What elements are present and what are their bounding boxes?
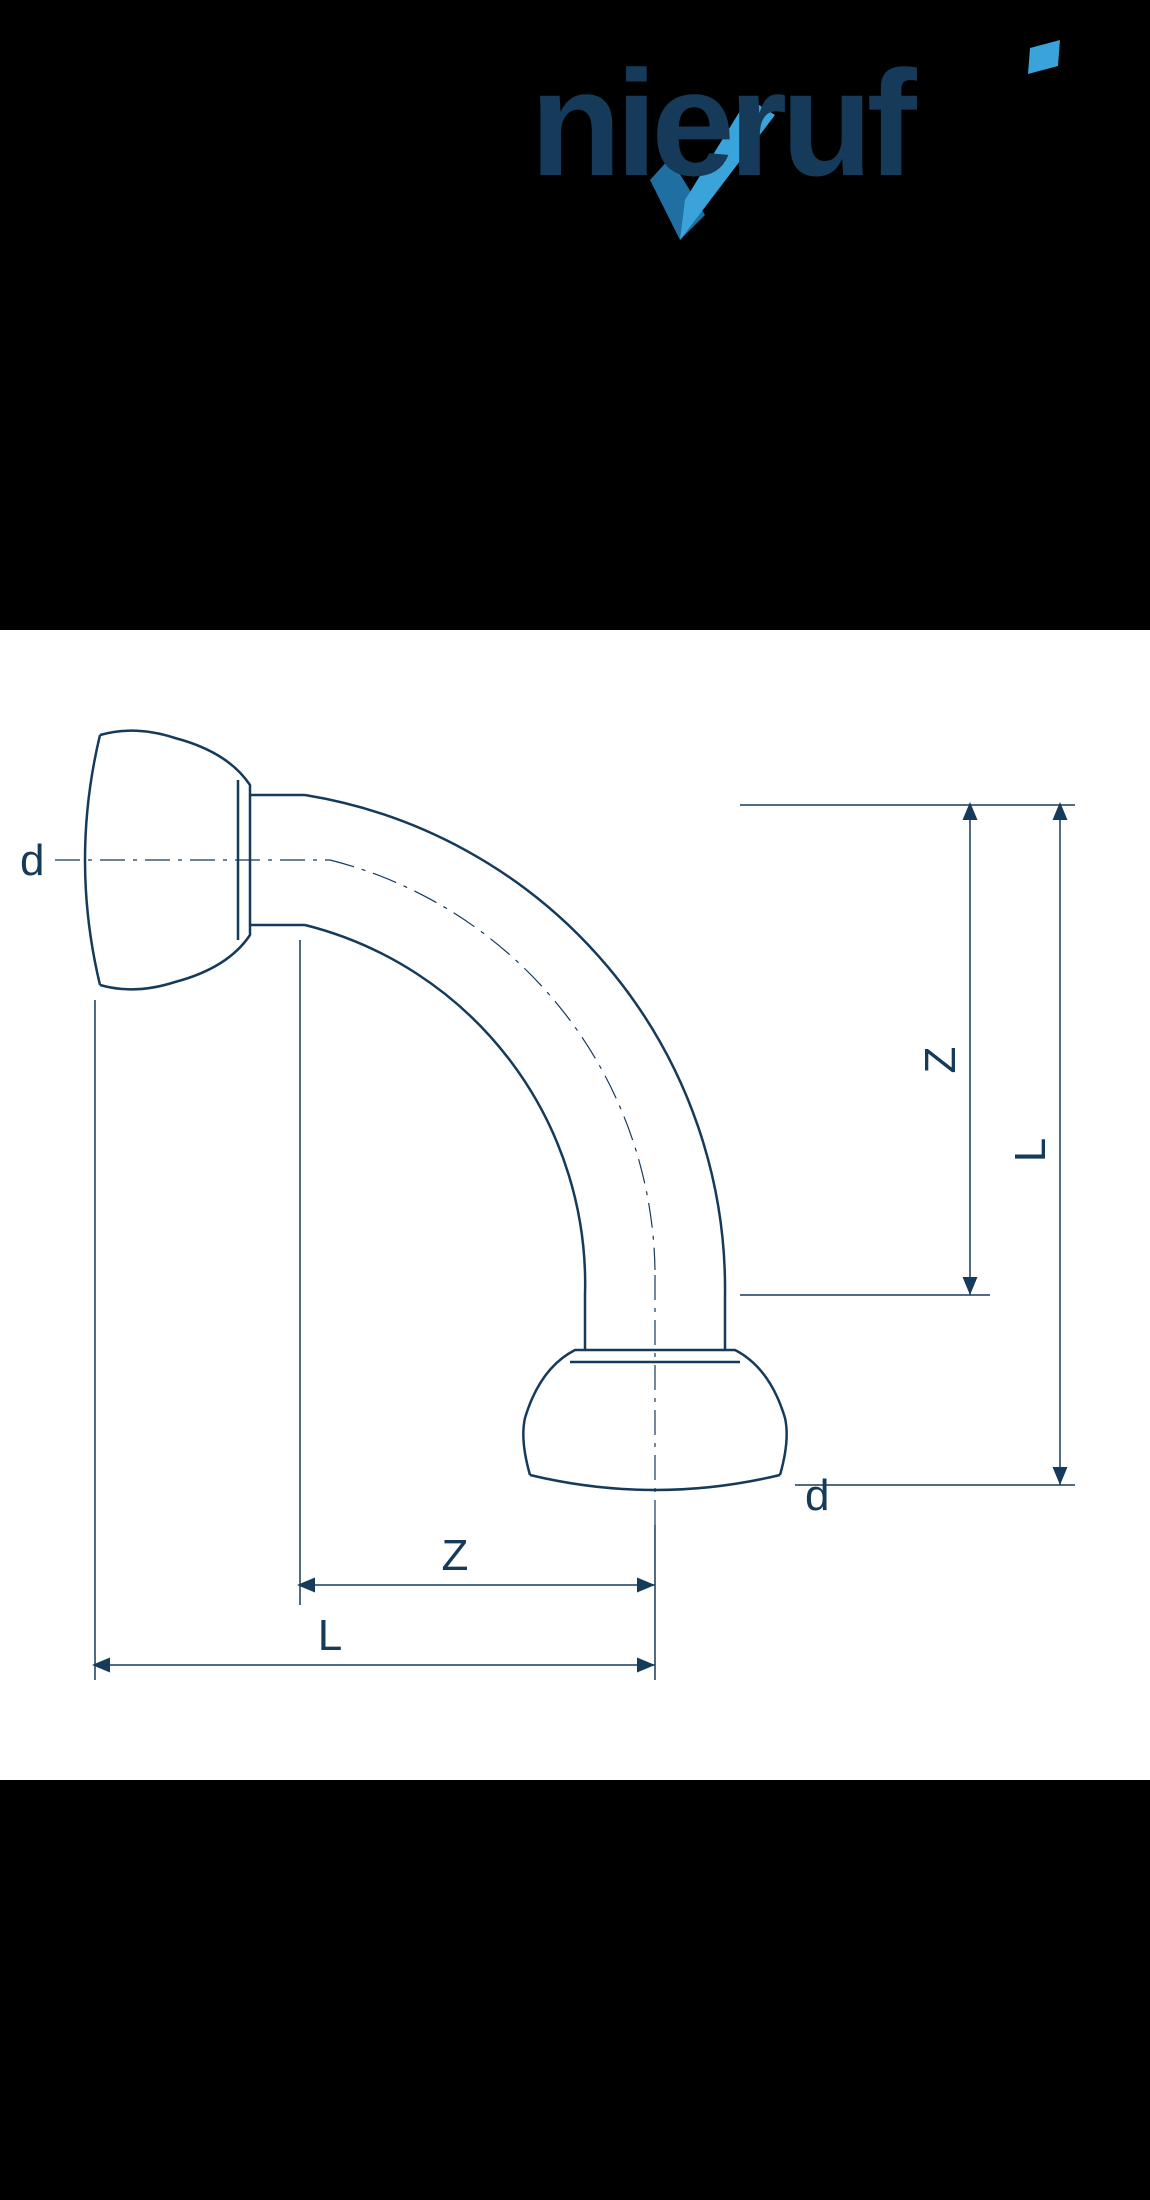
technical-drawing: d d xyxy=(0,630,1150,1780)
extension-lines xyxy=(95,805,1075,1680)
elbow-outline xyxy=(85,731,787,1490)
dimension-d-bottom: d xyxy=(805,1471,829,1520)
label-z-right: Z xyxy=(916,1047,965,1074)
logo-wordmark: nieruf xyxy=(530,40,918,207)
label-d-bottom: d xyxy=(805,1471,829,1520)
dimension-labels: Z L Z L xyxy=(318,1047,1055,1660)
label-l-bottom: L xyxy=(318,1611,342,1660)
label-z-bottom: Z xyxy=(442,1531,469,1580)
elbow-drawing-svg: d d xyxy=(0,630,1150,1780)
label-l-right: L xyxy=(1006,1138,1055,1162)
dimension-d-left: d xyxy=(20,836,44,885)
nieruf-logo-svg: nieruf xyxy=(530,40,1090,240)
label-d-left: d xyxy=(20,836,44,885)
brand-logo: nieruf xyxy=(530,40,1090,240)
centerlines xyxy=(55,860,655,1525)
logo-accent-f-icon xyxy=(1028,40,1060,74)
